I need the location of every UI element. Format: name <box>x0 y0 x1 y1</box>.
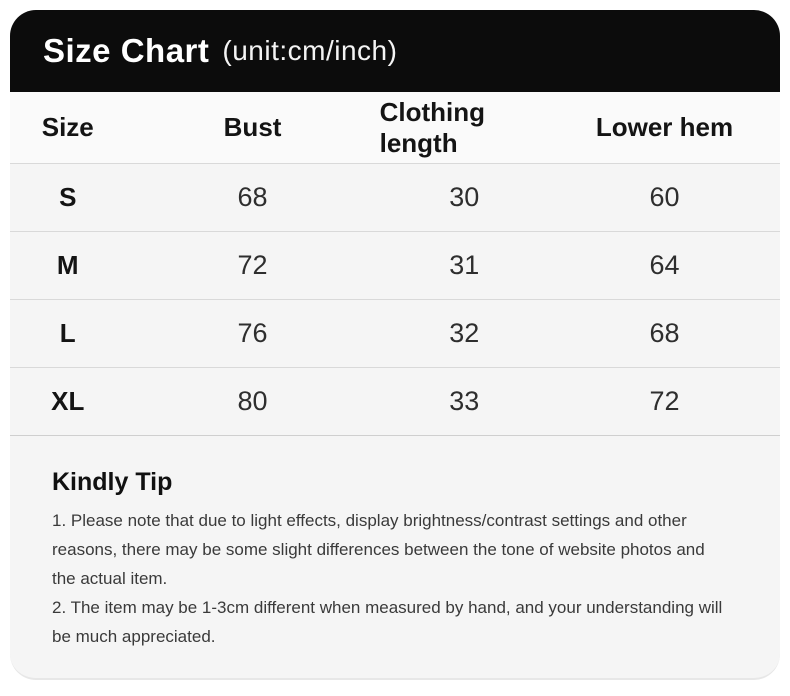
column-header-bust: Bust <box>223 112 282 142</box>
size-cell: M <box>56 250 79 280</box>
column-header-size: Size <box>41 112 94 142</box>
table-row-s: S 68 30 60 <box>10 163 780 231</box>
tip-note-2: 2. The item may be 1-3cm different when … <box>52 598 723 646</box>
bust-cell: 72 <box>237 250 268 280</box>
lower-hem-cell: 60 <box>649 182 680 212</box>
lower-hem-cell: 68 <box>649 318 680 348</box>
lower-hem-cell: 72 <box>649 386 680 416</box>
column-header-lower-hem: Lower hem <box>595 112 734 142</box>
table-header-row: Size Bust Clothing length Lower hem <box>10 92 780 163</box>
bust-cell: 76 <box>237 318 268 348</box>
table-row-xl: XL 80 33 72 <box>10 367 780 435</box>
size-cell: XL <box>51 386 85 416</box>
clothing-length-cell: 31 <box>449 250 480 280</box>
clothing-length-cell: 30 <box>449 182 480 212</box>
kindly-tip-heading: Kindly Tip <box>52 468 173 496</box>
lower-hem-cell: 64 <box>649 250 680 280</box>
tip-note-1: 1. Please note that due to light effects… <box>52 511 705 588</box>
table-row-m: M 72 31 64 <box>10 231 780 299</box>
bust-cell: 80 <box>237 386 268 416</box>
chart-title-bar: Size Chart (unit:cm/inch) <box>10 10 780 92</box>
clothing-length-cell: 32 <box>449 318 480 348</box>
clothing-length-cell: 33 <box>449 386 480 416</box>
size-chart-card: Size Chart (unit:cm/inch) Size Bust Clot… <box>10 10 780 680</box>
table-row-l: L 76 32 68 <box>10 299 780 367</box>
chart-unit-label: (unit:cm/inch) <box>222 35 398 66</box>
size-cell: L <box>59 318 76 348</box>
kindly-tip-section: Kindly Tip 1. Please note that due to li… <box>10 435 780 678</box>
size-cell: S <box>59 182 77 212</box>
chart-title: Size Chart <box>43 32 210 69</box>
bust-cell: 68 <box>237 182 268 212</box>
column-header-clothing-length: Clothing length <box>379 96 486 158</box>
